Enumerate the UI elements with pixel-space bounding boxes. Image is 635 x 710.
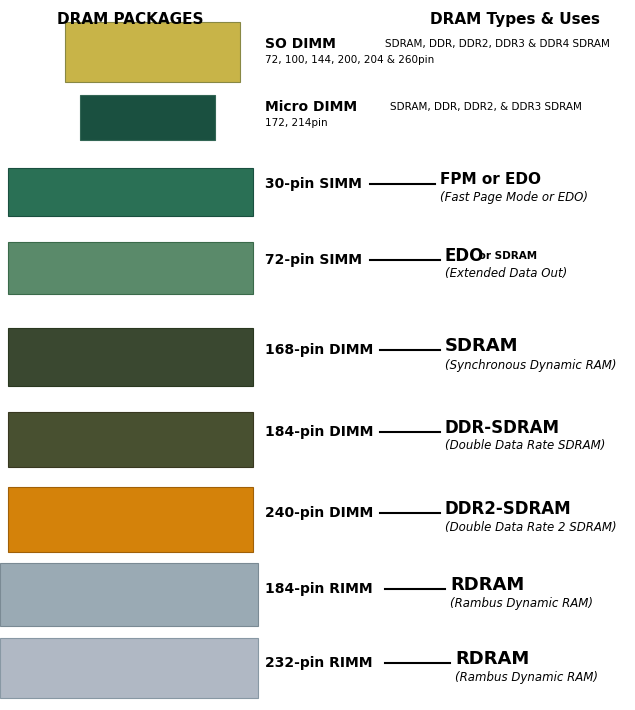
- Text: (Double Data Rate 2 SDRAM): (Double Data Rate 2 SDRAM): [445, 520, 617, 533]
- Text: 72-pin SIMM: 72-pin SIMM: [265, 253, 362, 267]
- Text: FPM or EDO: FPM or EDO: [440, 173, 541, 187]
- Bar: [0, 638, 258, 698]
- Text: Micro DIMM: Micro DIMM: [265, 100, 357, 114]
- Text: (Rambus Dynamic RAM): (Rambus Dynamic RAM): [455, 670, 598, 684]
- Text: DRAM PACKAGES: DRAM PACKAGES: [57, 12, 203, 27]
- Text: (Synchronous Dynamic RAM): (Synchronous Dynamic RAM): [445, 359, 617, 373]
- Text: (Fast Page Mode or EDO): (Fast Page Mode or EDO): [440, 192, 588, 204]
- Text: 168-pin DIMM: 168-pin DIMM: [265, 343, 373, 357]
- Bar: [80, 95, 215, 140]
- Text: 72, 100, 144, 200, 204 & 260pin: 72, 100, 144, 200, 204 & 260pin: [265, 55, 434, 65]
- Text: 172, 214pin: 172, 214pin: [265, 118, 328, 128]
- Bar: [8, 412, 253, 467]
- Bar: [8, 168, 253, 216]
- Text: 240-pin DIMM: 240-pin DIMM: [265, 506, 373, 520]
- Text: or SDRAM: or SDRAM: [475, 251, 537, 261]
- Text: 30-pin SIMM: 30-pin SIMM: [265, 177, 362, 191]
- Text: RDRAM: RDRAM: [450, 576, 525, 594]
- Text: (Extended Data Out): (Extended Data Out): [445, 268, 567, 280]
- Text: DDR-SDRAM: DDR-SDRAM: [445, 419, 560, 437]
- Text: SDRAM, DDR, DDR2, & DDR3 SDRAM: SDRAM, DDR, DDR2, & DDR3 SDRAM: [390, 102, 582, 112]
- Bar: [65, 22, 240, 82]
- Text: DDR2-SDRAM: DDR2-SDRAM: [445, 500, 572, 518]
- Text: SDRAM, DDR, DDR2, DDR3 & DDR4 SDRAM: SDRAM, DDR, DDR2, DDR3 & DDR4 SDRAM: [385, 39, 610, 49]
- Bar: [8, 328, 253, 386]
- Text: 184-pin RIMM: 184-pin RIMM: [265, 582, 373, 596]
- Text: SDRAM: SDRAM: [445, 337, 519, 355]
- Text: EDO: EDO: [445, 247, 485, 265]
- Text: DRAM Types & Uses: DRAM Types & Uses: [430, 12, 600, 27]
- Text: 232-pin RIMM: 232-pin RIMM: [265, 656, 373, 670]
- Bar: [8, 242, 253, 294]
- Bar: [8, 487, 253, 552]
- Text: (Double Data Rate SDRAM): (Double Data Rate SDRAM): [445, 439, 605, 452]
- Text: SO DIMM: SO DIMM: [265, 37, 336, 51]
- Text: (Rambus Dynamic RAM): (Rambus Dynamic RAM): [450, 598, 593, 611]
- Text: RDRAM: RDRAM: [455, 650, 529, 668]
- Text: 184-pin DIMM: 184-pin DIMM: [265, 425, 373, 439]
- Bar: [0, 563, 258, 626]
